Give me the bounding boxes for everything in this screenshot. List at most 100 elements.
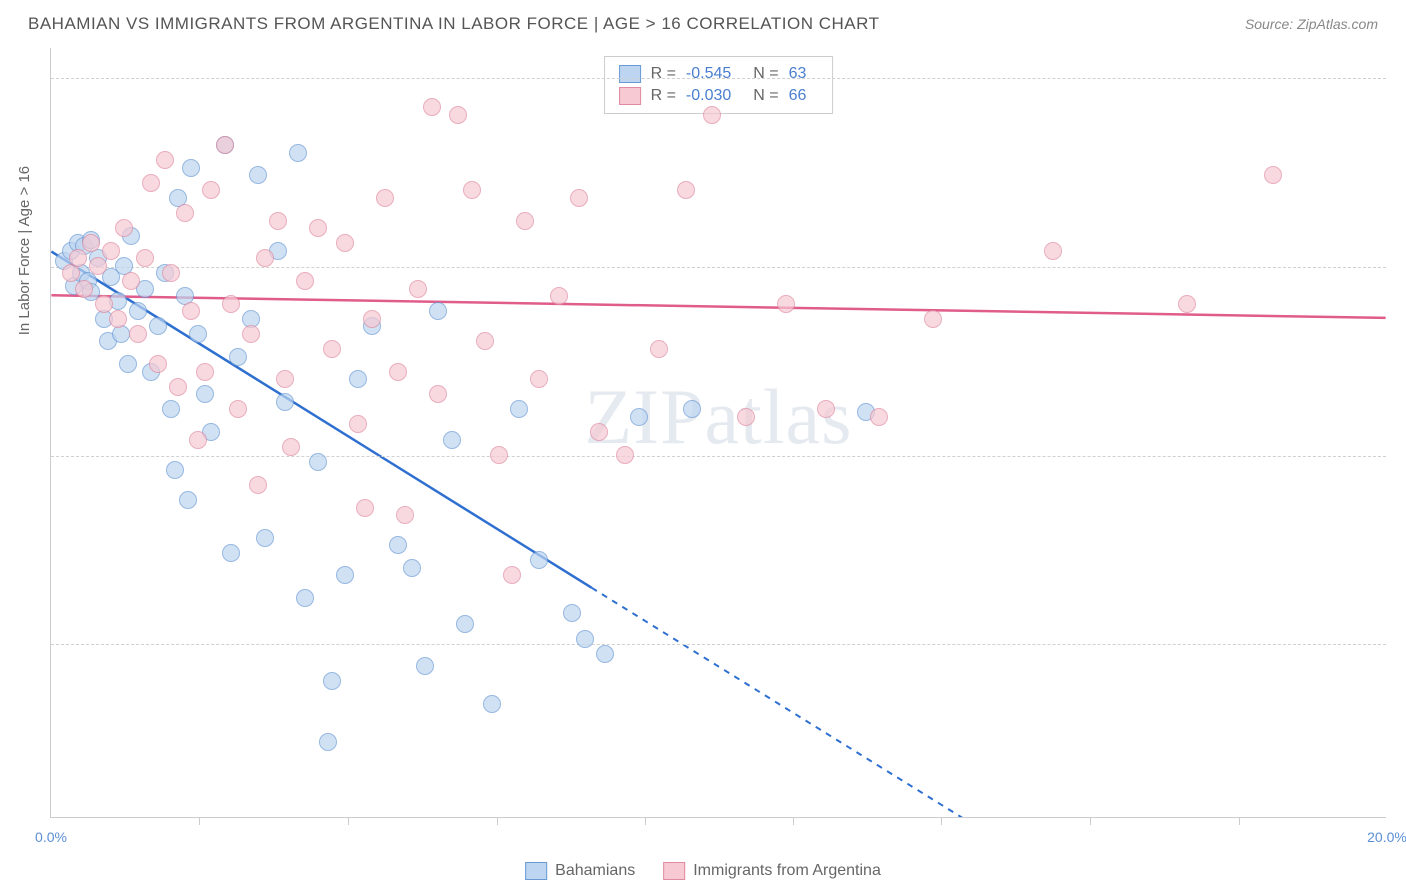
trend-lines-layer (51, 48, 1386, 817)
scatter-point (590, 423, 608, 441)
x-tick-mark (793, 817, 794, 825)
trend-line-extrapolated (592, 588, 986, 817)
stats-row: R = -0.545 N = 63 (619, 63, 819, 85)
scatter-point (129, 302, 147, 320)
chart-plot-area: ZIPatlas R =-0.545N =63R =-0.030N =66 42… (50, 48, 1386, 818)
scatter-point (429, 385, 447, 403)
scatter-point (336, 566, 354, 584)
scatter-point (296, 272, 314, 290)
scatter-point (703, 106, 721, 124)
scatter-point (737, 408, 755, 426)
x-tick-mark (497, 817, 498, 825)
scatter-point (169, 378, 187, 396)
gridline (51, 644, 1386, 645)
y-axis-label: In Labor Force | Age > 16 (16, 166, 33, 335)
stat-label-n: N = (753, 65, 778, 83)
stat-value-r: -0.030 (686, 87, 731, 105)
x-tick-label: 20.0% (1367, 829, 1406, 845)
stats-row: R =-0.030N =66 (619, 85, 819, 107)
legend-swatch (663, 862, 685, 880)
scatter-point (166, 461, 184, 479)
gridline (51, 456, 1386, 457)
scatter-point (222, 544, 240, 562)
legend-label: Bahamians (555, 862, 635, 880)
bottom-legend: Bahamians Immigrants from Argentina (525, 862, 881, 880)
stat-label-r: R = (651, 87, 676, 105)
scatter-point (630, 408, 648, 426)
scatter-point (69, 249, 87, 267)
stat-value-r: -0.545 (686, 65, 731, 83)
scatter-point (82, 234, 100, 252)
scatter-point (596, 645, 614, 663)
stat-label-n: N = (753, 87, 778, 105)
scatter-point (296, 589, 314, 607)
legend-swatch (619, 87, 641, 105)
scatter-point (323, 340, 341, 358)
scatter-point (924, 310, 942, 328)
scatter-point (115, 219, 133, 237)
scatter-point (336, 234, 354, 252)
scatter-point (403, 559, 421, 577)
scatter-point (319, 733, 337, 751)
scatter-point (149, 317, 167, 335)
scatter-point (189, 431, 207, 449)
scatter-point (550, 287, 568, 305)
scatter-point (309, 219, 327, 237)
scatter-point (530, 370, 548, 388)
scatter-point (389, 363, 407, 381)
scatter-point (95, 295, 113, 313)
legend-swatch (525, 862, 547, 880)
scatter-point (389, 536, 407, 554)
scatter-point (677, 181, 695, 199)
scatter-point (119, 355, 137, 373)
scatter-point (476, 332, 494, 350)
x-tick-mark (1090, 817, 1091, 825)
scatter-point (356, 499, 374, 517)
scatter-point (196, 385, 214, 403)
scatter-point (102, 242, 120, 260)
scatter-point (870, 408, 888, 426)
scatter-point (530, 551, 548, 569)
scatter-point (483, 695, 501, 713)
scatter-point (122, 272, 140, 290)
scatter-point (323, 672, 341, 690)
scatter-point (149, 355, 167, 373)
scatter-point (282, 438, 300, 456)
scatter-point (256, 529, 274, 547)
legend-item: Bahamians (525, 862, 635, 880)
stat-label-r: R = (651, 65, 676, 83)
scatter-point (276, 370, 294, 388)
x-tick-mark (348, 817, 349, 825)
scatter-point (89, 257, 107, 275)
scatter-point (376, 189, 394, 207)
scatter-point (129, 325, 147, 343)
x-tick-label: 0.0% (35, 829, 67, 845)
scatter-point (189, 325, 207, 343)
scatter-point (182, 302, 200, 320)
scatter-point (576, 630, 594, 648)
scatter-point (1264, 166, 1282, 184)
scatter-point (817, 400, 835, 418)
scatter-point (176, 204, 194, 222)
gridline (51, 78, 1386, 79)
scatter-point (75, 280, 93, 298)
scatter-point (256, 249, 274, 267)
scatter-point (142, 174, 160, 192)
scatter-point (309, 453, 327, 471)
source-attribution: Source: ZipAtlas.com (1245, 16, 1378, 32)
scatter-point (109, 310, 127, 328)
stat-value-n: 63 (789, 65, 807, 83)
legend-swatch (619, 65, 641, 83)
chart-title: BAHAMIAN VS IMMIGRANTS FROM ARGENTINA IN… (28, 14, 879, 34)
legend-item: Immigrants from Argentina (663, 862, 881, 880)
scatter-point (162, 400, 180, 418)
scatter-point (409, 280, 427, 298)
scatter-point (229, 348, 247, 366)
scatter-point (269, 212, 287, 230)
scatter-point (516, 212, 534, 230)
scatter-point (222, 295, 240, 313)
scatter-point (112, 325, 130, 343)
scatter-point (777, 295, 795, 313)
scatter-point (503, 566, 521, 584)
scatter-point (196, 363, 214, 381)
